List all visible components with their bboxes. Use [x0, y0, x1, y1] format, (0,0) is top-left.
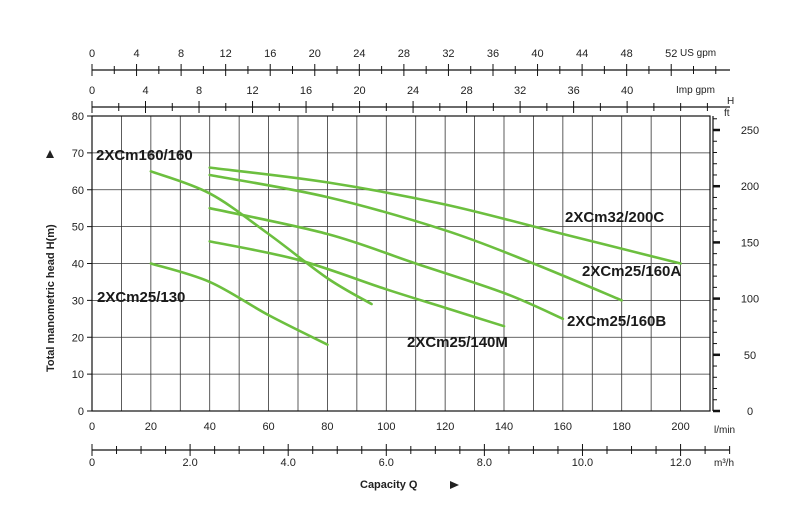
- imp-gpm-axis-tick-label: 40: [621, 85, 633, 97]
- us-gpm-axis-tick-label: 8: [178, 48, 184, 60]
- x-tick-label: 140: [495, 421, 513, 433]
- x-tick-label: 200: [671, 421, 689, 433]
- right-tick-label: 250: [741, 125, 759, 137]
- series-lines: [149, 166, 682, 346]
- x-tick-label: 0: [89, 421, 95, 433]
- x-unit-m3h: m³/h: [714, 458, 734, 469]
- series-label-2xcm25-160b: 2XCm25/160B: [567, 313, 666, 330]
- right-axis-unit: ft: [724, 108, 730, 119]
- series-label-2xcm25-160a: 2XCm25/160A: [582, 263, 681, 280]
- imp-gpm-axis-tick-label: 28: [460, 85, 472, 97]
- y-tick-label: 30: [72, 295, 84, 307]
- frame: [87, 64, 731, 456]
- x-tick-label: 120: [436, 421, 454, 433]
- y-axis-title: Total manometric head H(m): [45, 224, 57, 372]
- x-axis-title: Capacity Q: [360, 479, 418, 491]
- series-line-2xcm25-160b: [208, 206, 565, 321]
- series-label-2xcm160-160: 2XCm160/160: [96, 147, 193, 164]
- right-tick-label: 50: [744, 350, 756, 362]
- top-unit-imp-gpm: Imp gpm: [676, 85, 715, 96]
- us-gpm-axis-tick-label: 0: [89, 48, 95, 60]
- series-line-2xcm25-160a: [208, 173, 624, 302]
- x-tick-label: 60: [262, 421, 274, 433]
- y-tick-label: 70: [72, 148, 84, 160]
- right-tick-label: 0: [747, 406, 753, 418]
- us-gpm-axis-tick-label: 28: [398, 48, 410, 60]
- y-axis-arrow-icon: [46, 150, 54, 158]
- series-label-2xcm25-130: 2XCm25/130: [97, 289, 185, 306]
- us-gpm-axis-tick-label: 52: [665, 48, 677, 60]
- us-gpm-axis-tick-label: 16: [264, 48, 276, 60]
- m3h-axis-tick-label: 6.0: [379, 457, 394, 469]
- x-tick-label: 80: [321, 421, 333, 433]
- right-tick-label: 150: [741, 237, 759, 249]
- us-gpm-axis-tick-label: 4: [133, 48, 139, 60]
- series-label-2xcm25-140m: 2XCm25/140M: [407, 334, 508, 351]
- x-tick-label: 20: [145, 421, 157, 433]
- x-tick-label: 100: [377, 421, 395, 433]
- series-label-2xcm32-200c: 2XCm32/200C: [565, 209, 664, 226]
- imp-gpm-axis-tick-label: 8: [196, 85, 202, 97]
- x-axis-arrow-icon: [450, 481, 459, 489]
- m3h-axis-tick-label: 4.0: [281, 457, 296, 469]
- series-line-2xcm25-140m: [208, 240, 506, 328]
- x-tick-label: 40: [204, 421, 216, 433]
- m3h-axis-tick-label: 10.0: [572, 457, 593, 469]
- series-line-2xcm25-130: [149, 262, 329, 346]
- right-axis-label: H: [727, 96, 734, 107]
- imp-gpm-axis-tick-label: 0: [89, 85, 95, 97]
- right-tick-label: 200: [741, 181, 759, 193]
- imp-gpm-axis-tick-label: 24: [407, 85, 419, 97]
- imp-gpm-axis-tick-label: 32: [514, 85, 526, 97]
- imp-gpm-axis-tick-label: 4: [142, 85, 148, 97]
- y-tick-label: 20: [72, 332, 84, 344]
- us-gpm-axis-tick-label: 36: [487, 48, 499, 60]
- us-gpm-axis-tick-label: 12: [220, 48, 232, 60]
- m3h-axis-tick-label: 12.0: [670, 457, 691, 469]
- us-gpm-axis-tick-label: 20: [309, 48, 321, 60]
- right-tick-label: 100: [741, 294, 759, 306]
- y-tick-label: 80: [72, 111, 84, 123]
- m3h-axis-tick-label: 8.0: [477, 457, 492, 469]
- series-line-2xcm160-160: [149, 170, 373, 306]
- top-unit-us-gpm: US gpm: [680, 48, 716, 59]
- series-line-2xcm32-200c: [208, 166, 682, 265]
- imp-gpm-axis-tick-label: 20: [353, 85, 365, 97]
- x-tick-label: 180: [613, 421, 631, 433]
- y-tick-label: 40: [72, 259, 84, 271]
- us-gpm-axis-tick-label: 40: [531, 48, 543, 60]
- y-tick-label: 0: [78, 406, 84, 418]
- imp-gpm-axis-tick-label: 36: [567, 85, 579, 97]
- us-gpm-axis-tick-label: 32: [442, 48, 454, 60]
- grid: [92, 116, 710, 411]
- us-gpm-axis-tick-label: 48: [621, 48, 633, 60]
- y-tick-label: 60: [72, 185, 84, 197]
- imp-gpm-axis-tick-label: 16: [300, 85, 312, 97]
- m3h-axis-tick-label: 2.0: [182, 457, 197, 469]
- y-tick-label: 50: [72, 222, 84, 234]
- m3h-axis-tick-label: 0: [89, 457, 95, 469]
- x-unit-lmin: l/min: [714, 425, 735, 436]
- x-tick-label: 160: [554, 421, 572, 433]
- us-gpm-axis-tick-label: 24: [353, 48, 365, 60]
- us-gpm-axis-tick-label: 44: [576, 48, 588, 60]
- y-tick-label: 10: [72, 369, 84, 381]
- imp-gpm-axis-tick-label: 12: [246, 85, 258, 97]
